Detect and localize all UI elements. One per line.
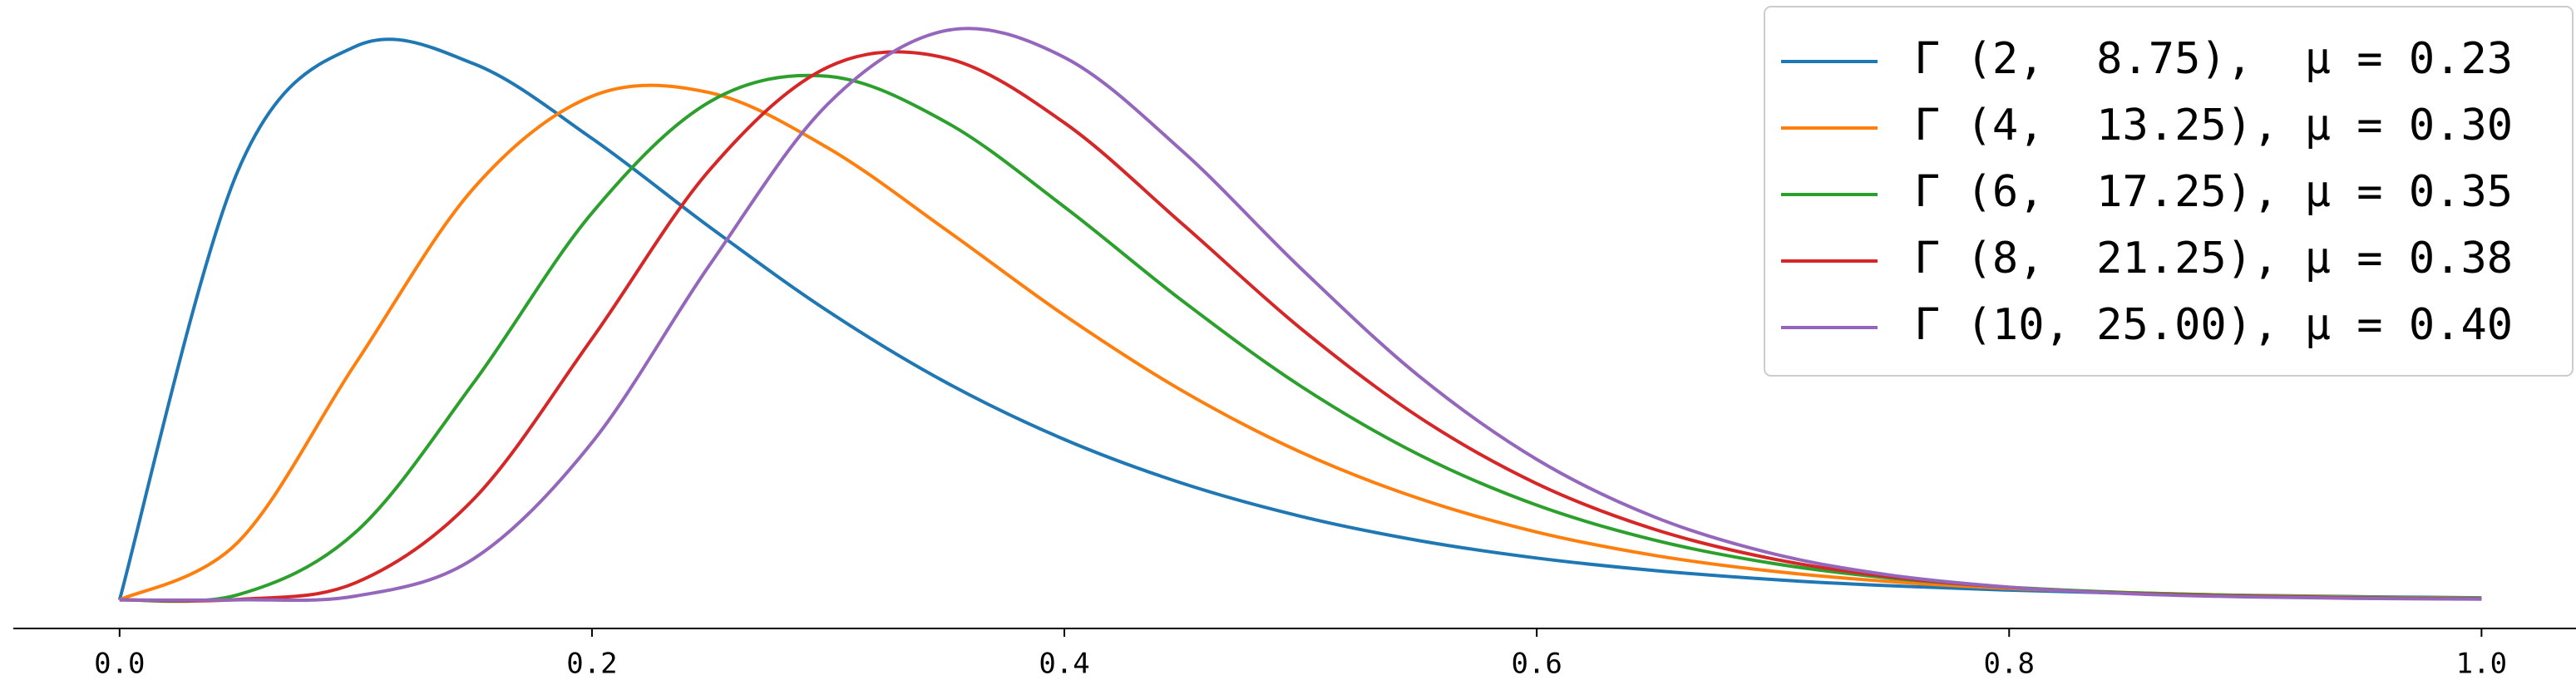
x-tick-label: 0.2 — [566, 648, 617, 680]
x-tick-label: 0.4 — [1039, 648, 1089, 680]
legend-label: Γ (8, 21.25), μ = 0.38 — [1914, 234, 2513, 283]
x-tick-label: 0.0 — [94, 648, 145, 680]
legend-label: Γ (10, 25.00), μ = 0.40 — [1914, 300, 2513, 350]
x-tick-label: 0.8 — [1984, 648, 2035, 680]
x-tick-label: 0.6 — [1511, 648, 1562, 680]
line-series — [119, 27, 2482, 603]
x-tick-label: 1.0 — [2456, 648, 2507, 680]
legend-label: Γ (2, 8.75), μ = 0.23 — [1914, 34, 2513, 84]
legend-label: Γ (6, 17.25), μ = 0.35 — [1914, 167, 2513, 217]
legend-label: Γ (4, 13.25), μ = 0.30 — [1914, 101, 2513, 150]
legend-box — [1764, 6, 2574, 377]
